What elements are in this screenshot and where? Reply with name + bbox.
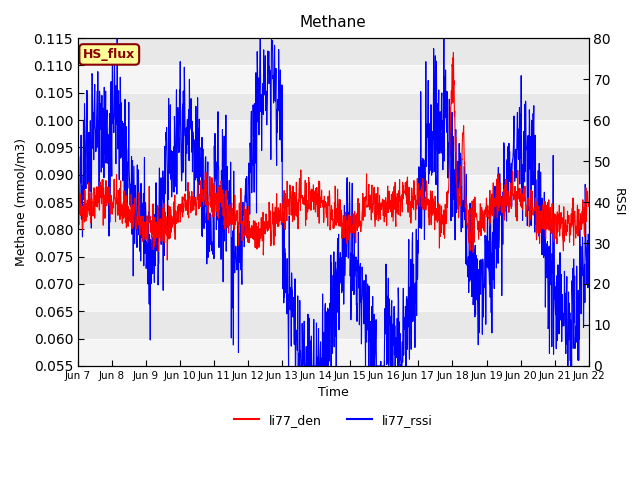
Bar [78,120,589,147]
Bar [78,338,589,366]
Bar [78,338,589,366]
Y-axis label: RSSI: RSSI [612,188,625,216]
X-axis label: Time: Time [318,386,349,399]
Bar [78,65,589,93]
Bar [78,229,589,257]
Legend: li77_den, li77_rssi: li77_den, li77_rssi [229,409,438,432]
Bar [78,175,589,202]
Bar [78,120,589,147]
Bar [78,65,589,93]
Bar [78,175,589,202]
Y-axis label: Methane (mmol/m3): Methane (mmol/m3) [15,138,28,266]
Bar [78,284,589,312]
Text: HS_flux: HS_flux [83,48,136,61]
Bar [78,284,589,312]
Bar [78,229,589,257]
Title: Methane: Methane [300,15,367,30]
